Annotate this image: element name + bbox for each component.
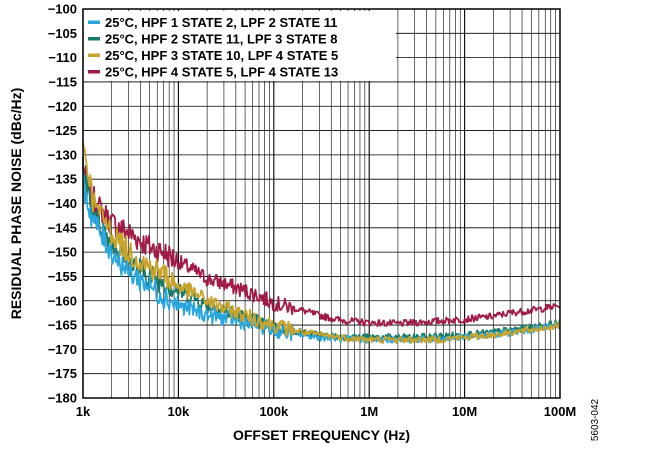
- x-tick-label: 100M: [544, 404, 577, 419]
- y-axis-title: RESIDUAL PHASE NOISE (dBc/Hz): [8, 88, 24, 320]
- legend-label: 25°C, HPF 3 STATE 10, LPF 4 STATE 5: [105, 48, 338, 63]
- y-tick-label: −165: [48, 318, 77, 333]
- legend-background: [84, 11, 396, 81]
- series-line-4: [82, 165, 561, 328]
- x-tick-label: 100k: [259, 404, 289, 419]
- y-tick-label: −150: [48, 245, 77, 260]
- x-tick-labels: 1k 10k 100k 1M 10M 100M: [76, 404, 577, 419]
- x-axis-title: OFFSET FREQUENCY (Hz): [233, 427, 410, 443]
- y-tick-label: −145: [48, 220, 77, 235]
- y-tick-label: −175: [48, 366, 77, 381]
- legend-label: 25°C, HPF 1 STATE 2, LPF 2 STATE 11: [105, 15, 338, 30]
- x-tick-label: 10M: [452, 404, 477, 419]
- legend-label: 25°C, HPF 4 STATE 5, LPF 4 STATE 13: [105, 64, 338, 79]
- x-tick-label: 1k: [76, 404, 91, 419]
- y-tick-label: −160: [48, 293, 77, 308]
- y-tick-labels: −100 −105 −110 −115 −120 −125 −130 −135 −140 −145…: [48, 2, 77, 406]
- y-tick-label: −110: [48, 50, 77, 65]
- y-tick-label: −170: [48, 342, 77, 357]
- plot-frame: [82, 8, 561, 399]
- y-tick-label: −140: [48, 196, 77, 211]
- legend-label: 25°C, HPF 2 STATE 11, LPF 3 STATE 8: [105, 31, 338, 46]
- x-tick-label: 1M: [360, 404, 378, 419]
- y-tick-label: −105: [48, 26, 77, 41]
- figure-code: 5603-042: [590, 398, 601, 441]
- y-tick-label: −155: [48, 269, 77, 284]
- series-line-3: [82, 141, 561, 344]
- y-tick-label: −180: [48, 391, 77, 406]
- x-tick-label: 10k: [168, 404, 190, 419]
- series-lines: [82, 141, 561, 344]
- y-tick-label: −120: [48, 99, 77, 114]
- series-line-1: [82, 172, 561, 344]
- y-tick-label: −115: [48, 74, 77, 89]
- y-tick-label: −100: [48, 2, 77, 17]
- y-tick-label: −125: [48, 123, 77, 138]
- y-tick-label: −135: [48, 172, 77, 187]
- y-tick-label: −130: [48, 147, 77, 162]
- legend: 25°C, HPF 1 STATE 2, LPF 2 STATE 1125°C,…: [84, 11, 396, 81]
